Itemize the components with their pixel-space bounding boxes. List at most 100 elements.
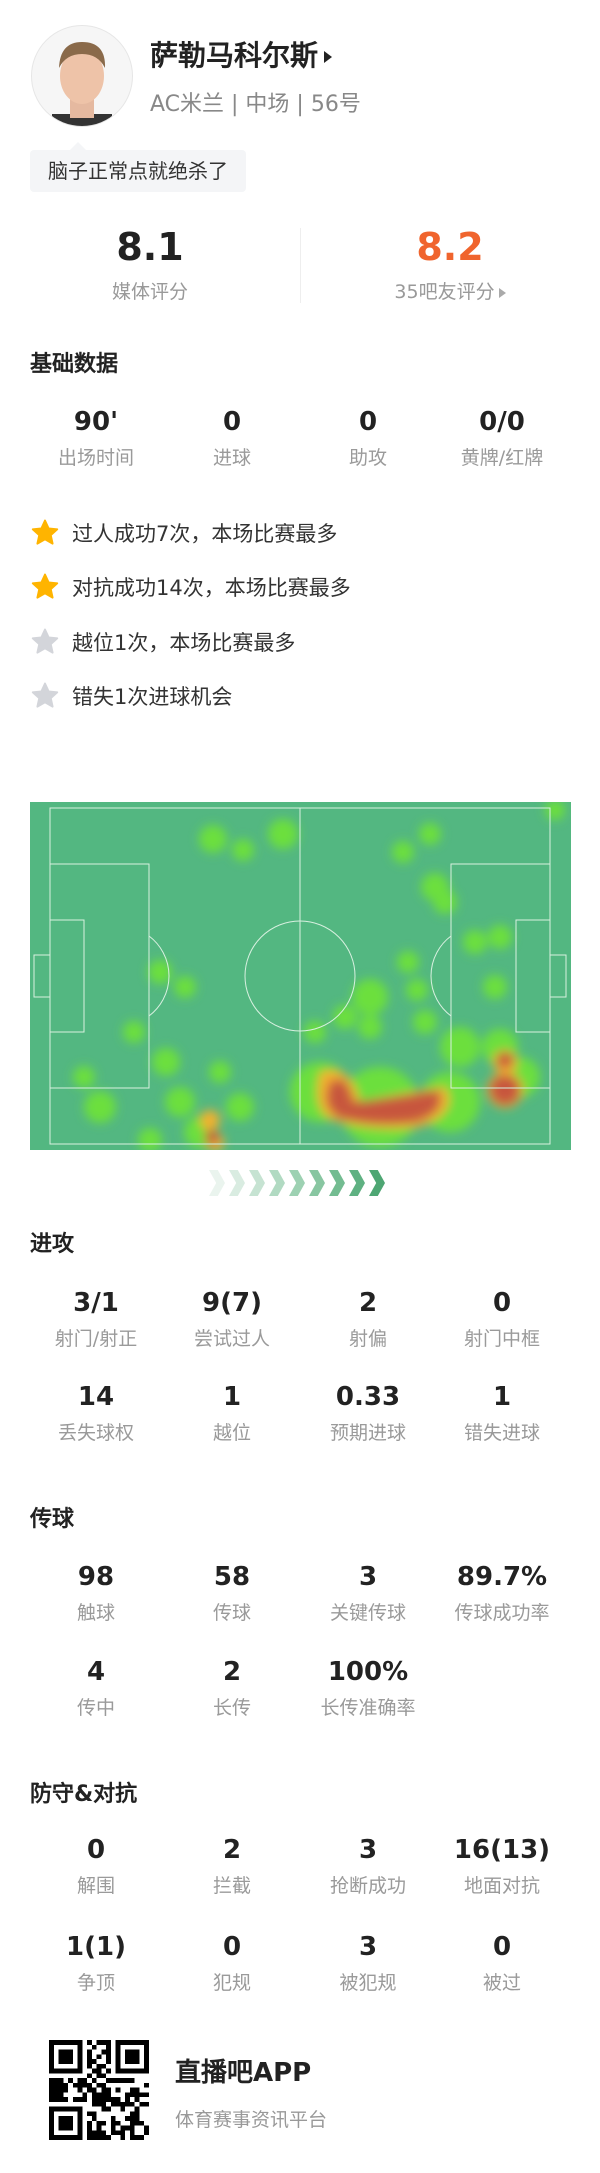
stat-passing-item: 58 传球: [164, 1562, 300, 1625]
star-icon: [31, 628, 59, 654]
pitch-lines: [33, 807, 567, 1145]
stat-defense-item: 3 被犯规: [300, 1932, 436, 1995]
stat-value: 1: [222, 1382, 242, 1412]
stat-label: 越位: [212, 1422, 251, 1444]
fan-rating[interactable]: 8.2 35吧友评分: [300, 225, 600, 304]
stat-label: 被犯规: [339, 1972, 397, 1994]
stat-label: 传中: [76, 1697, 115, 1719]
stat-value: 2: [222, 1657, 242, 1687]
stat-label: 解围: [76, 1875, 115, 1897]
stat-defense-item: 3 抢断成功: [300, 1835, 436, 1898]
stat-attack-item: 1 错失进球: [434, 1382, 570, 1445]
stat-value: 58: [213, 1562, 251, 1592]
section-title-attack: 进攻: [30, 1232, 75, 1257]
stat-label: 传球成功率: [454, 1602, 550, 1624]
stat-value: 16(13): [453, 1835, 551, 1865]
stat-value: 2: [222, 1835, 242, 1865]
caret-right-icon: [324, 51, 333, 63]
stat-value: 2: [358, 1288, 378, 1318]
media-rating: 8.1 媒体评分: [0, 225, 300, 304]
heatmap-blobs: [73, 802, 565, 1150]
stat-value: 0: [222, 1932, 242, 1962]
app-tagline: 体育赛事资讯平台: [175, 2109, 328, 2131]
section-title-basic: 基础数据: [30, 352, 119, 377]
stat-basic-item: 0 助攻: [300, 407, 436, 470]
caret-right-icon: [498, 288, 506, 298]
highlight-text: 对抗成功14次，本场比赛最多: [72, 576, 351, 600]
stat-passing-item: 89.7% 传球成功率: [434, 1562, 570, 1625]
stat-attack-item: 1 越位: [164, 1382, 300, 1445]
stat-passing-item: 2 长传: [164, 1657, 300, 1720]
stat-value: 100%: [327, 1657, 409, 1687]
stat-value: 1: [492, 1382, 512, 1412]
stat-label: 关键传球: [329, 1602, 406, 1624]
player-info: AC米兰 | 中场 | 56号: [150, 92, 361, 117]
stat-value: 0: [492, 1288, 512, 1318]
stat-label: 地面对抗: [463, 1875, 540, 1897]
stat-passing-item: 3 关键传球: [300, 1562, 436, 1625]
media-rating-value: 8.1: [116, 225, 184, 269]
section-title-defense: 防守&对抗: [30, 1782, 138, 1807]
attack-direction-arrows: [209, 1170, 389, 1196]
player-avatar[interactable]: [31, 25, 133, 127]
stat-value: 3: [358, 1932, 378, 1962]
stat-label: 射偏: [348, 1328, 387, 1350]
stat-value: 0: [492, 1932, 512, 1962]
player-name: 萨勒马科尔斯: [150, 39, 319, 72]
stat-label: 被过: [482, 1972, 521, 1994]
stat-passing-item: 98 触球: [28, 1562, 164, 1625]
stat-defense-item: 16(13) 地面对抗: [434, 1835, 570, 1898]
media-rating-label: 媒体评分: [111, 281, 188, 303]
stat-defense-item: 0 犯规: [164, 1932, 300, 1995]
stat-value: 3: [358, 1562, 378, 1592]
stat-value: 9(7): [202, 1288, 262, 1318]
stat-value: 0/0: [479, 407, 525, 437]
stat-label: 传球: [212, 1602, 251, 1624]
stat-value: 4: [86, 1657, 106, 1687]
app-name: 直播吧APP: [175, 2058, 312, 2088]
player-name-link[interactable]: 萨勒马科尔斯: [150, 34, 333, 74]
stat-value: 1(1): [66, 1932, 126, 1962]
stat-value: 0: [222, 407, 242, 437]
section-title-passing: 传球: [30, 1507, 75, 1532]
star-icon: [31, 519, 59, 545]
stat-label: 黄牌/红牌: [460, 447, 544, 469]
stat-attack-item: 3/1 射门/射正: [28, 1288, 164, 1351]
stat-label: 射门中框: [463, 1328, 540, 1350]
highlight-text: 过人成功7次，本场比赛最多: [72, 522, 338, 546]
stat-label: 助攻: [348, 447, 387, 469]
stat-attack-item: 0.33 预期进球: [300, 1382, 436, 1445]
qr-code: [48, 2040, 150, 2140]
stat-attack-item: 0 射门中框: [434, 1288, 570, 1351]
stat-attack-item: 2 射偏: [300, 1288, 436, 1351]
stat-label: 丢失球权: [57, 1422, 134, 1444]
highlight-item: 过人成功7次，本场比赛最多: [30, 518, 337, 548]
star-icon: [31, 573, 59, 599]
stat-value: 14: [77, 1382, 115, 1412]
stat-value: 90': [73, 407, 119, 437]
stat-label: 进球: [212, 447, 251, 469]
stat-attack-item: 9(7) 尝试过人: [164, 1288, 300, 1351]
stat-label: 长传准确率: [320, 1697, 416, 1719]
stat-value: 3: [358, 1835, 378, 1865]
stat-label: 拦截: [212, 1875, 251, 1897]
stat-label: 犯规: [212, 1972, 251, 1994]
rating-divider: [300, 228, 301, 303]
highlight-text: 错失1次进球机会: [72, 685, 233, 709]
stat-defense-item: 1(1) 争顶: [28, 1932, 164, 1995]
player-photo-icon: [52, 42, 112, 126]
stat-defense-item: 0 解围: [28, 1835, 164, 1898]
stat-label: 出场时间: [57, 447, 134, 469]
stat-defense-item: 0 被过: [434, 1932, 570, 1995]
stat-value: 0: [86, 1835, 106, 1865]
fan-rating-label: 35吧友评分: [394, 281, 495, 303]
stat-basic-item: 0 进球: [164, 407, 300, 470]
stat-value: 0: [358, 407, 378, 437]
fan-rating-value: 8.2: [416, 225, 484, 269]
stat-label: 长传: [212, 1697, 251, 1719]
stat-value: 98: [77, 1562, 115, 1592]
heatmap: [30, 802, 571, 1150]
star-icon: [31, 682, 59, 708]
stat-label: 尝试过人: [193, 1328, 270, 1350]
stat-basic-item: 90' 出场时间: [28, 407, 164, 470]
